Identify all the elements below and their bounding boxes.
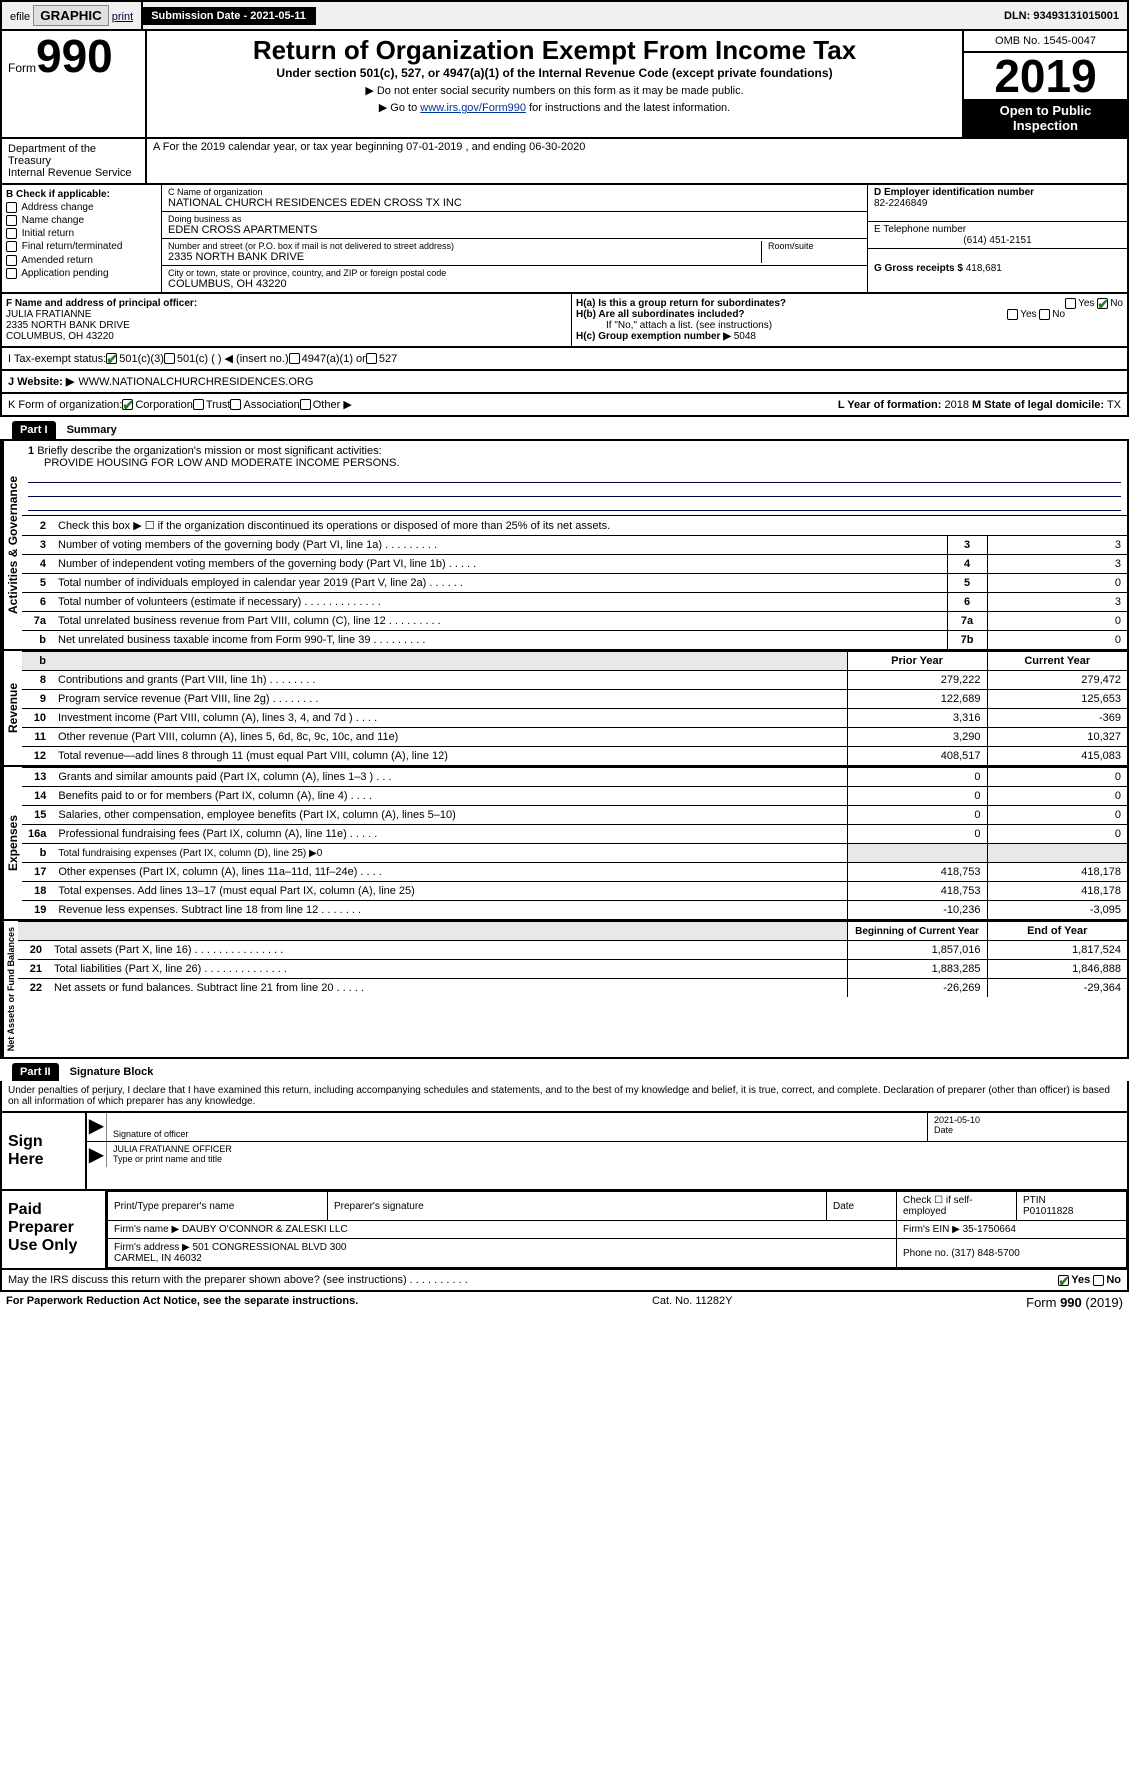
revenue-section: Revenue bPrior YearCurrent Year 8Contrib… [0,651,1129,767]
hb-no[interactable] [1039,309,1050,320]
name-change-check[interactable] [6,215,17,226]
website-row: J Website: ▶ WWW.NATIONALCHURCHRESIDENCE… [0,371,1129,394]
amended-check[interactable] [6,255,17,266]
header-grid: B Check if applicable: Address change Na… [0,185,1129,294]
expenses-section: Expenses 13Grants and similar amounts pa… [0,767,1129,921]
form-id: Form990 [2,31,147,137]
expenses-table: 13Grants and similar amounts paid (Part … [22,767,1127,919]
discuss-row: May the IRS discuss this return with the… [0,1270,1129,1292]
firm-name: DAUBY O'CONNOR & ZALESKI LLC [182,1224,348,1235]
net-assets-section: Net Assets or Fund Balances Beginning of… [0,921,1129,1059]
firm-ein: 35-1750664 [963,1224,1016,1235]
527-check[interactable] [366,353,377,364]
org-name: NATIONAL CHURCH RESIDENCES EDEN CROSS TX… [168,197,861,209]
part-1-header: Part I Summary [0,417,1129,439]
group-return: H(a) Is this a group return for subordin… [572,294,1127,346]
footer: For Paperwork Reduction Act Notice, see … [0,1292,1129,1313]
tax-year: 2019 [964,53,1127,99]
form-title: Return of Organization Exempt From Incom… [155,35,954,66]
addr-change-check[interactable] [6,202,17,213]
ha-yes[interactable] [1065,298,1076,309]
submission-date: Submission Date - 2021-05-11 [143,7,316,25]
dba: EDEN CROSS APARTMENTS [168,224,861,236]
activities-governance: Activities & Governance 1 Briefly descri… [0,439,1129,651]
discuss-yes[interactable] [1058,1275,1069,1286]
city-state-zip: COLUMBUS, OH 43220 [168,278,861,290]
arrow-icon: ▶ [87,1113,107,1141]
mission: PROVIDE HOUSING FOR LOW AND MODERATE INC… [28,457,400,469]
gov-table: 2Check this box ▶ ☐ if the organization … [22,515,1127,649]
principal-officer-row: F Name and address of principal officer:… [0,294,1129,348]
subtitle: Under section 501(c), 527, or 4947(a)(1)… [155,66,954,80]
title-column: Return of Organization Exempt From Incom… [147,31,962,137]
discuss-no[interactable] [1093,1275,1104,1286]
vbar-activities: Activities & Governance [2,441,22,649]
4947-check[interactable] [289,353,300,364]
501c-check[interactable] [164,353,175,364]
form-header: Form990 Return of Organization Exempt Fr… [0,31,1129,139]
directive-2: ▶ Go to www.irs.gov/Form990 for instruct… [155,101,954,114]
perjury-statement: Under penalties of perjury, I declare th… [0,1081,1129,1113]
tax-status-row: I Tax-exempt status: 501(c)(3) 501(c) ( … [0,348,1129,371]
part-2-header: Part II Signature Block [0,1059,1129,1081]
graphic-button[interactable]: GRAPHIC [33,5,108,26]
street-address: 2335 NORTH BANK DRIVE [168,251,761,263]
group-number: 5048 [734,331,756,342]
ein: 82-2246849 [874,198,1121,209]
vbar-revenue: Revenue [2,651,22,765]
irs-link[interactable]: www.irs.gov/Form990 [420,102,526,114]
check-applicable: B Check if applicable: Address change Na… [2,185,162,292]
right-header: OMB No. 1545-0047 2019 Open to Public In… [962,31,1127,137]
final-return-check[interactable] [6,241,17,252]
print-link[interactable]: print [112,11,133,23]
ptin: P01011828 [1023,1206,1073,1217]
balances-table: Beginning of Current YearEnd of Year 20T… [18,921,1127,997]
dln: DLN: 93493131015001 [996,7,1127,25]
open-public: Open to Public Inspection [964,99,1127,137]
corp-check[interactable] [122,399,133,410]
other-check[interactable] [300,399,311,410]
sign-here: Sign Here ▶ Signature of officer 2021-05… [0,1113,1129,1191]
state-domicile: TX [1107,399,1121,411]
efile-label: efile GRAPHIC print [2,2,143,29]
vbar-net-assets: Net Assets or Fund Balances [2,921,18,1057]
officer-typed-name: JULIA FRATIANNE OFFICER [113,1144,232,1154]
vbar-expenses: Expenses [2,767,22,919]
hb-yes[interactable] [1007,309,1018,320]
dept-treasury: Department of the Treasury Internal Reve… [0,139,145,185]
year-formation: 2018 [945,399,969,411]
top-bar: efile GRAPHIC print Submission Date - 20… [0,0,1129,31]
org-info: C Name of organization NATIONAL CHURCH R… [162,185,867,292]
sign-date: 2021-05-10 [934,1115,980,1125]
gross-receipts: 418,681 [966,263,1002,274]
arrow-icon: ▶ [87,1142,107,1167]
initial-return-check[interactable] [6,228,17,239]
app-pending-check[interactable] [6,268,17,279]
row-a-tax-year: A For the 2019 calendar year, or tax yea… [145,139,1129,185]
cat-no: Cat. No. 11282Y [652,1295,733,1310]
ha-no[interactable] [1097,298,1108,309]
form-of-org-row: K Form of organization: Corporation Trus… [0,394,1129,417]
website-value: WWW.NATIONALCHURCHRESIDENCES.ORG [78,376,313,388]
ein-phone: D Employer identification number 82-2246… [867,185,1127,292]
firm-phone: (317) 848-5700 [951,1248,1019,1259]
trust-check[interactable] [193,399,204,410]
principal-officer: F Name and address of principal officer:… [2,294,572,346]
501c3-check[interactable] [106,353,117,364]
directive-1: ▶ Do not enter social security numbers o… [155,84,954,97]
phone: (614) 451-2151 [874,235,1121,246]
firm-address: 501 CONGRESSIONAL BLVD 300 [193,1242,347,1253]
assoc-check[interactable] [230,399,241,410]
paid-preparer: Paid Preparer Use Only Print/Type prepar… [0,1191,1129,1270]
revenue-table: bPrior YearCurrent Year 8Contributions a… [22,651,1127,765]
